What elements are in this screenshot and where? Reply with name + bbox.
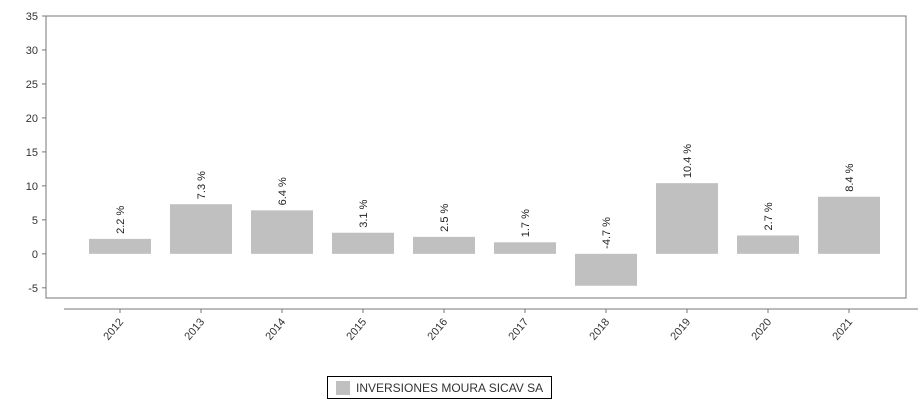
bar [737, 235, 799, 254]
bar [170, 204, 232, 254]
bar [818, 196, 880, 254]
x-tick-label: 2014 [263, 316, 288, 342]
data-label: -4.7 % [601, 217, 613, 249]
x-tick-label: 2017 [506, 316, 531, 342]
data-label: 6.4 % [277, 177, 289, 205]
x-tick-label: 2018 [587, 316, 612, 342]
data-label: 2.2 % [115, 206, 127, 234]
bar [332, 232, 394, 254]
y-tick-label: 15 [26, 147, 38, 159]
data-label: 1.7 % [520, 209, 532, 237]
x-tick-label: 2012 [101, 316, 126, 342]
legend: INVERSIONES MOURA SICAV SA [327, 376, 553, 399]
data-label: 7.3 % [196, 171, 208, 199]
y-tick-label: -5 [28, 283, 38, 295]
y-tick-label: 25 [26, 79, 38, 91]
bar [575, 253, 637, 286]
y-tick-label: 30 [26, 45, 38, 57]
bar [413, 236, 475, 254]
data-label: 3.1 % [358, 199, 370, 227]
data-label: 2.5 % [439, 203, 451, 231]
bar [494, 242, 556, 254]
x-tick-label: 2021 [830, 316, 855, 342]
legend-label: INVERSIONES MOURA SICAV SA [356, 380, 544, 395]
plot-frame [45, 15, 907, 299]
legend-swatch [336, 380, 350, 395]
y-tick-label: 5 [32, 215, 38, 227]
bar [251, 210, 313, 254]
x-tick-label: 2015 [344, 316, 369, 342]
data-label: 10.4 % [682, 144, 694, 178]
y-tick-label: 0 [32, 249, 38, 261]
x-tick-label: 2020 [749, 316, 774, 342]
data-label: 2.7 % [763, 202, 775, 230]
y-tick-label: 20 [26, 113, 38, 125]
x-tick-label: 2013 [182, 316, 207, 342]
bar [89, 238, 151, 254]
y-tick-label: 35 [26, 11, 38, 23]
data-label: 8.4 % [844, 163, 856, 191]
x-tick-label: 2019 [668, 316, 693, 342]
y-tick-label: 10 [26, 181, 38, 193]
x-tick-label: 2016 [425, 316, 450, 342]
bar [656, 183, 718, 254]
